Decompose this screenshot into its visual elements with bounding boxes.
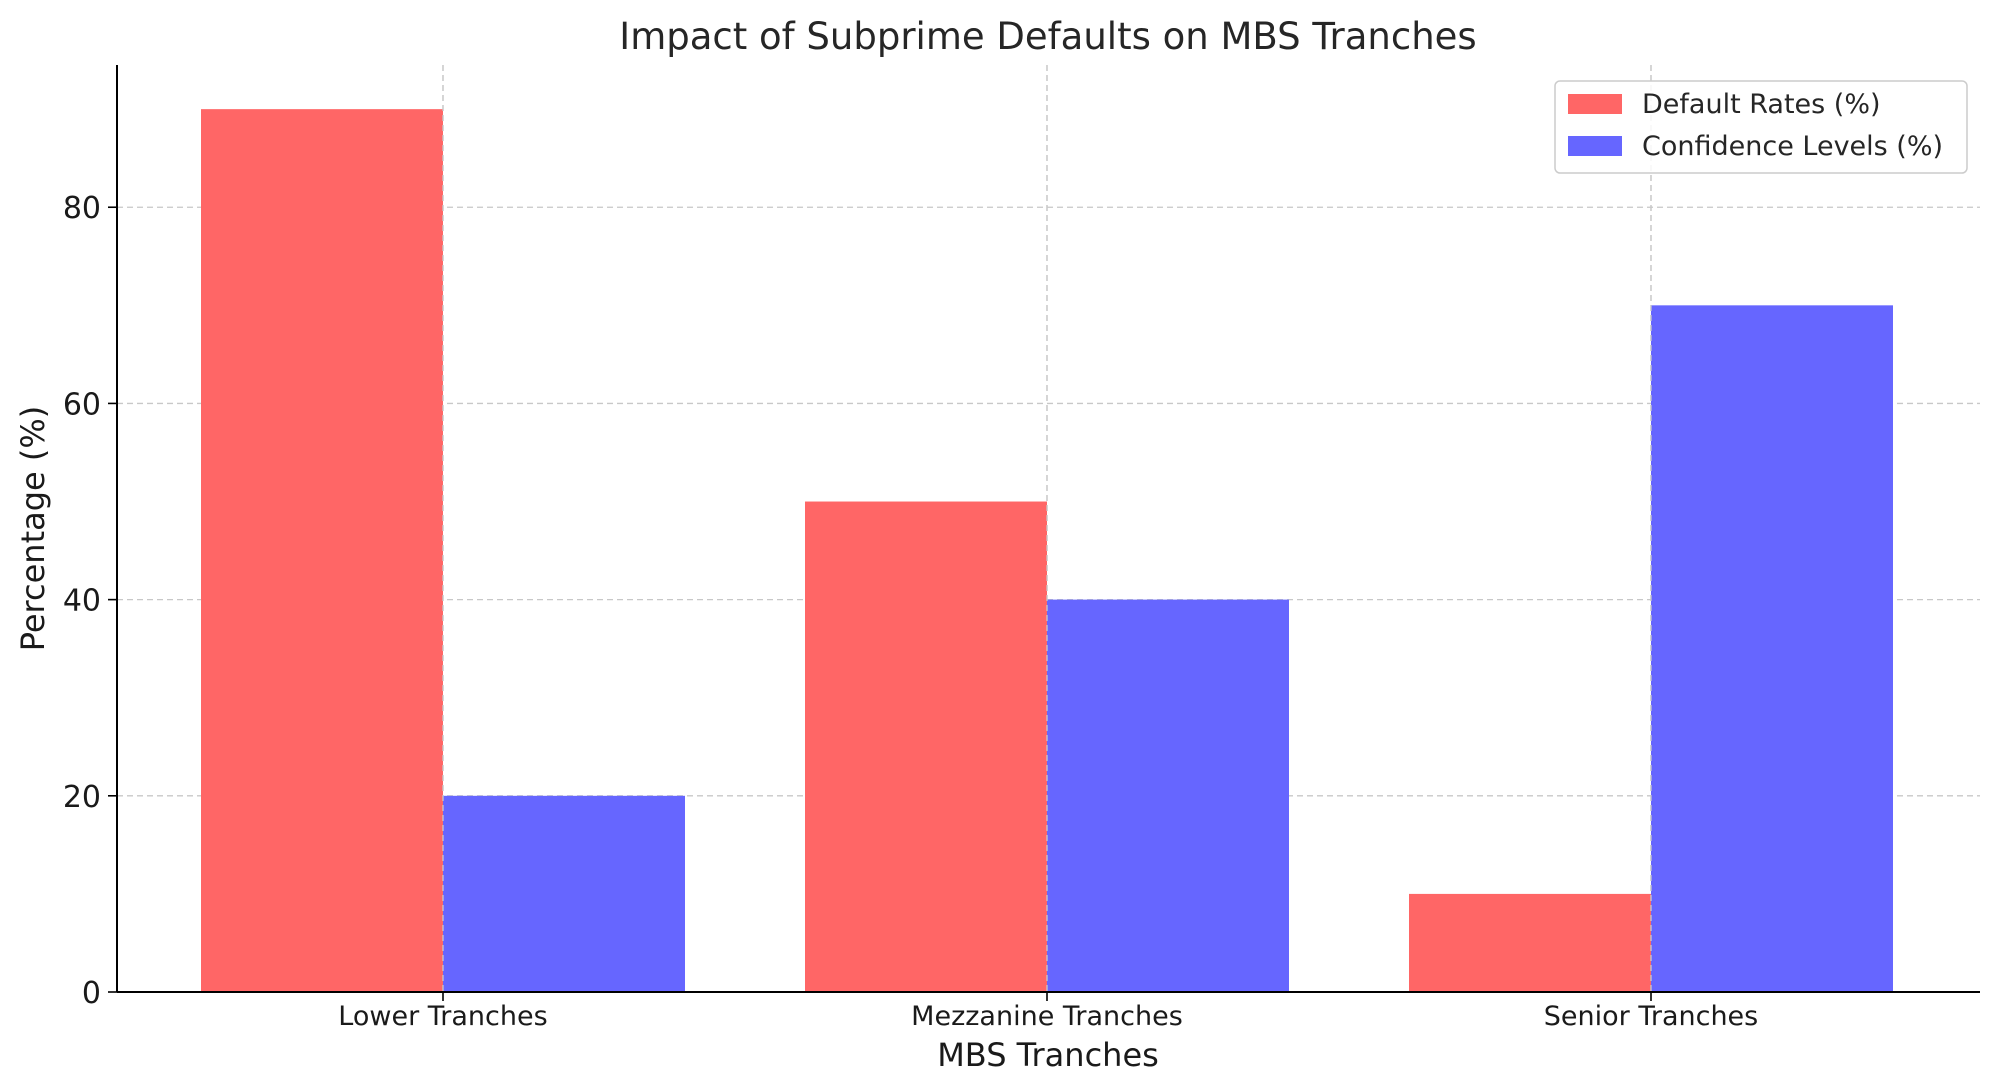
- x-tick-label: Lower Tranches: [338, 1001, 547, 1032]
- x-tick-label: Mezzanine Tranches: [911, 1001, 1183, 1032]
- y-tick-label: 80: [63, 191, 101, 226]
- bar-confidence-levels: [1651, 305, 1893, 992]
- x-axis-label: MBS Tranches: [937, 1036, 1159, 1074]
- legend-swatch-confidence-levels: [1568, 136, 1622, 156]
- legend: Default Rates (%) Confidence Levels (%): [1554, 80, 1968, 174]
- bar-default-rates: [805, 501, 1047, 992]
- legend-box: [1554, 80, 1968, 174]
- x-tick-label: Senior Tranches: [1544, 1001, 1758, 1032]
- bar-default-rates: [201, 109, 443, 992]
- legend-label-default-rates: Default Rates (%): [1642, 89, 1881, 120]
- legend-swatch-default-rates: [1568, 94, 1622, 114]
- legend-label-confidence-levels: Confidence Levels (%): [1642, 131, 1943, 162]
- y-tick-label: 20: [63, 780, 101, 815]
- ticks: 0 20 40 60 80 Lower Tranches Mezzanine Tranche…: [63, 191, 1758, 1032]
- y-axis-label: Percentage (%): [14, 406, 52, 652]
- y-tick-label: 40: [63, 584, 101, 619]
- y-tick-label: 0: [82, 976, 101, 1011]
- axes: [116, 65, 1980, 993]
- y-tick-label: 60: [63, 387, 101, 422]
- bar-confidence-levels: [1047, 599, 1289, 992]
- bar-confidence-levels: [443, 795, 685, 992]
- bars: [201, 65, 1893, 992]
- bar-default-rates: [1409, 893, 1651, 992]
- chart-title: Impact of Subprime Defaults on MBS Tranc…: [619, 15, 1476, 58]
